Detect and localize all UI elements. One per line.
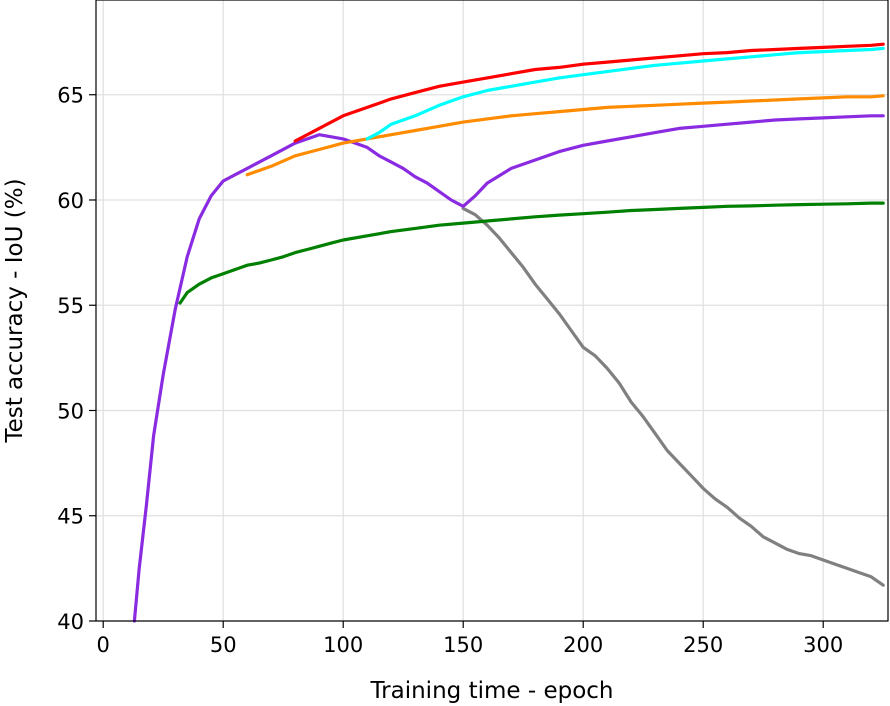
series-line-6 (178, 201, 885, 305)
series-line-2 (132, 114, 885, 623)
series-lines (132, 42, 885, 623)
series-line-5 (293, 42, 885, 143)
x-axis-label: Training time - epoch (370, 678, 614, 704)
grid-lines (96, 0, 888, 622)
x-tick-label: 0 (97, 633, 110, 657)
y-axis-ticks: 40 45 50 55 60 65 (57, 84, 96, 634)
y-tick-label: 55 (57, 294, 84, 318)
x-tick-label: 50 (210, 633, 237, 657)
series-line-1 (461, 206, 885, 587)
y-tick-label: 40 (57, 610, 84, 634)
x-tick-label: 150 (443, 633, 483, 657)
plot-area-frame (95, 0, 889, 622)
y-tick-label: 45 (57, 505, 84, 529)
series-line-4 (365, 46, 885, 141)
series-line-3 (245, 94, 885, 177)
x-tick-label: 200 (563, 633, 603, 657)
x-tick-label: 250 (683, 633, 723, 657)
x-tick-label: 300 (803, 633, 843, 657)
y-tick-label: 65 (57, 84, 84, 108)
y-axis-label: Test accuracy - IoU (%) (2, 178, 28, 443)
x-tick-label: 100 (323, 633, 363, 657)
y-tick-label: 50 (57, 399, 84, 423)
x-axis-ticks: 0 50 100 150 200 250 300 (97, 621, 843, 657)
y-tick-label: 60 (57, 189, 84, 213)
